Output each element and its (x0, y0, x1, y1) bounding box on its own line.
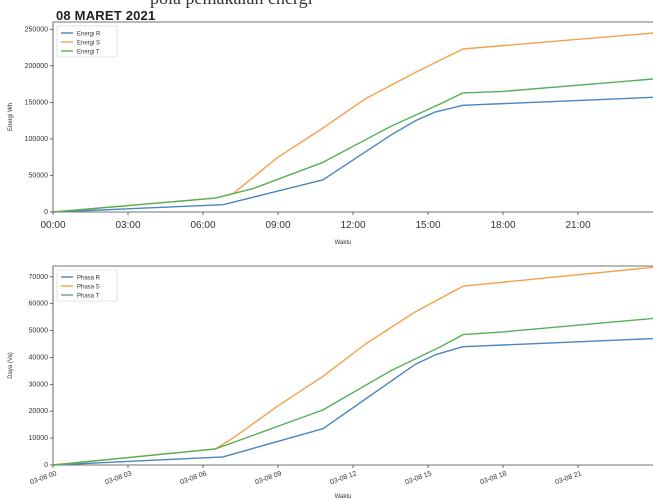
x-tick-label: 15:00 (415, 220, 440, 231)
legend-box (56, 269, 118, 302)
series-line-r (52, 96, 653, 213)
y-tick-label: 20000 (29, 408, 49, 415)
legend-label: Phasa T (77, 294, 100, 300)
y-tick-label: 100000 (25, 136, 48, 143)
legend-label: Energi R (77, 32, 101, 38)
y-tick-label: 30000 (29, 381, 49, 388)
y-tick-label: 0 (44, 462, 48, 469)
power-chart: 0 10000 20000 30000 40000 50000 60000 70000 03-0… (8, 265, 653, 500)
series-line-s (52, 266, 653, 466)
y-tick-label: 10000 (29, 435, 49, 442)
x-tick-label: 03-08 12 (329, 470, 357, 486)
y-tick-label: 200000 (25, 63, 48, 70)
y-axis-label: Energi Wh (8, 103, 14, 131)
energy-chart: 0 50000 100000 150000 200000 250000 00:00 03:00… (8, 21, 653, 246)
page-header-fragment: pola pemakaian energi (0, 0, 653, 8)
x-tick-label: 18:00 (490, 220, 515, 231)
x-tick-label: 09:00 (265, 220, 290, 231)
legend-label: Phasa S (77, 285, 100, 291)
series-line-t (52, 317, 653, 466)
x-tick-label: 03:00 (115, 220, 140, 231)
x-tick-label: 21:00 (565, 220, 590, 231)
x-tick-label: 00:00 (40, 220, 65, 231)
x-tick-label: 03-08 09 (254, 470, 282, 486)
x-axis-label: Waktu (335, 240, 352, 246)
y-tick-label: 0 (44, 209, 48, 216)
x-tick-label: 12:00 (340, 220, 365, 231)
x-tick-label: 03-08 00 (29, 470, 57, 486)
header-fragment-text: pola pemakaian energi (150, 0, 313, 8)
x-axis-label: Waktu (335, 494, 352, 500)
series-line-r (52, 337, 653, 466)
legend-label: Energi T (77, 50, 100, 56)
legend-box (56, 25, 118, 58)
x-tick-label: 03-08 21 (554, 470, 582, 486)
y-tick-label: 250000 (25, 26, 48, 33)
y-tick-label: 150000 (25, 99, 48, 106)
x-tick-label: 03-08 06 (179, 470, 207, 486)
legend-label: Energi S (77, 41, 100, 47)
x-tick-label: 06:00 (190, 220, 215, 231)
series-line-s (52, 32, 653, 213)
y-tick-label: 60000 (29, 301, 49, 308)
y-axis-label: Daya (Va) (8, 352, 14, 379)
x-tick-label: 03-08 03 (104, 470, 132, 486)
series-line-t (52, 78, 653, 213)
legend-label: Phasa R (77, 276, 101, 282)
y-tick-label: 50000 (29, 172, 49, 179)
figure-title: 08 MARET 2021 (56, 8, 156, 23)
y-tick-label: 40000 (29, 354, 49, 361)
y-tick-label: 70000 (29, 274, 49, 281)
x-tick-label: 03-08 18 (479, 470, 507, 486)
x-tick-label: 03-08 15 (404, 470, 432, 486)
y-tick-label: 50000 (29, 328, 49, 335)
